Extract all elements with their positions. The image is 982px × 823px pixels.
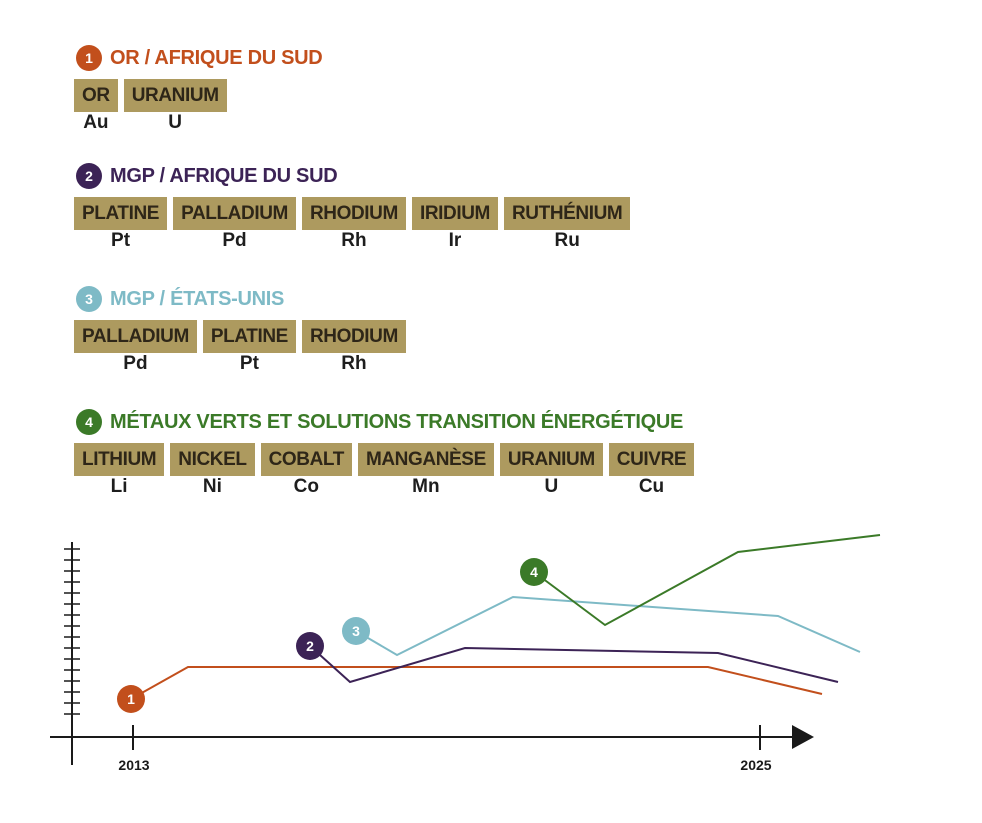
axis-arrow [792, 725, 814, 749]
line-badge: 2 [296, 632, 324, 660]
metal: URANIUM U [499, 443, 603, 498]
metal-symbol: U [544, 476, 559, 497]
section-badge: 2 [76, 163, 102, 189]
metal-name: LITHIUM [74, 443, 165, 476]
metal-symbol: U [168, 112, 183, 133]
badge-number: 4 [530, 564, 538, 580]
metal: NICKEL Ni [170, 443, 255, 498]
badge-number: 2 [306, 638, 314, 654]
metal: RHODIUM Rh [301, 320, 406, 375]
metal: LITHIUM Li [74, 443, 165, 498]
metal: URANIUM U [123, 79, 227, 134]
section-header: 4 MÉTAUX VERTS ET SOLUTIONS TRANSITION ÉN… [74, 408, 694, 436]
metal-name: PLATINE [202, 320, 296, 353]
metal-symbol: Pd [222, 230, 247, 251]
metal-symbol: Pd [123, 353, 148, 374]
metal-name: MANGANÈSE [357, 443, 494, 476]
x-label: 2013 [118, 757, 149, 773]
metal-name: RHODIUM [301, 320, 406, 353]
metal-symbol: Ir [448, 230, 462, 251]
metal-symbol: Pt [111, 230, 131, 251]
metal-name: RUTHÉNIUM [503, 197, 631, 230]
metal: PLATINE Pt [74, 197, 168, 252]
badge-number: 1 [127, 691, 135, 707]
trend-line [355, 595, 861, 657]
section-badge: 1 [76, 45, 102, 71]
metal: COBALT Co [260, 443, 352, 498]
metal-row: PLATINE Pt PALLADIUM Pd RHODIUM Rh IRIDIUM Ir RU… [74, 197, 631, 252]
metal-symbol: Co [293, 476, 319, 497]
section-header: 1 OR / AFRIQUE DU SUD [74, 44, 323, 72]
metal-row: LITHIUM Li NICKEL Ni COBALT Co MANGANÈSE Mn URAN… [74, 443, 695, 498]
metal-name: PALLADIUM [173, 197, 296, 230]
metal-name: IRIDIUM [411, 197, 498, 230]
metal-symbol: Ru [554, 230, 580, 251]
metal: PALLADIUM Pd [173, 197, 296, 252]
section-header: 2 MGP / AFRIQUE DU SUD [74, 162, 630, 190]
metal-symbol: Ni [202, 476, 222, 497]
metal-name: URANIUM [123, 79, 227, 112]
metal-symbol: Li [110, 476, 128, 497]
section-badge: 3 [76, 286, 102, 312]
badge-number: 3 [352, 623, 360, 639]
section-title: MGP / ÉTATS-UNIS [110, 287, 285, 310]
metal-name: PLATINE [74, 197, 168, 230]
axes [50, 542, 800, 765]
section-title: OR / AFRIQUE DU SUD [110, 46, 323, 69]
metal-name: NICKEL [170, 443, 255, 476]
section-header: 3 MGP / ÉTATS-UNIS [74, 285, 406, 313]
line-badge: 3 [342, 617, 370, 645]
metal-symbol: Rh [341, 230, 367, 251]
metal-name: URANIUM [499, 443, 603, 476]
metal-row: PALLADIUM Pd PLATINE Pt RHODIUM Rh [74, 320, 406, 375]
metal: IRIDIUM Ir [411, 197, 498, 252]
metal-name: RHODIUM [301, 197, 406, 230]
metal: OR Au [74, 79, 118, 134]
metal-row: OR Au URANIUM U [74, 79, 322, 134]
metal-symbol: Au [83, 112, 109, 133]
section-badge: 4 [76, 409, 102, 435]
metal-name: COBALT [260, 443, 352, 476]
metal-symbol: Pt [239, 353, 259, 374]
metal-name: PALLADIUM [74, 320, 197, 353]
trend-line [533, 534, 881, 627]
line-badge: 1 [117, 685, 145, 713]
metal-symbol: Mn [412, 476, 440, 497]
section-title: MÉTAUX VERTS ET SOLUTIONS TRANSITION ÉNE… [110, 410, 684, 433]
section: 2 MGP / AFRIQUE DU SUD PLATINE Pt PALLADIUM P… [74, 162, 631, 252]
metal-name: OR [74, 79, 118, 112]
metal-name: CUIVRE [608, 443, 695, 476]
trend-line [309, 645, 839, 684]
metal: PLATINE Pt [202, 320, 296, 375]
line-badge: 4 [520, 558, 548, 586]
section: 1 OR / AFRIQUE DU SUD OR Au URANIUM U [74, 44, 323, 134]
section: 3 MGP / ÉTATS-UNIS PALLADIUM Pd PLATINE Pt RHO… [74, 285, 406, 375]
metal: RHODIUM Rh [301, 197, 406, 252]
x-label: 2025 [740, 757, 771, 773]
section-title: MGP / AFRIQUE DU SUD [110, 164, 338, 187]
trend-line [130, 666, 823, 700]
metal: CUIVRE Cu [608, 443, 695, 498]
metal-symbol: Rh [341, 353, 367, 374]
metal: RUTHÉNIUM Ru [503, 197, 631, 252]
metal: MANGANÈSE Mn [357, 443, 494, 498]
section: 4 MÉTAUX VERTS ET SOLUTIONS TRANSITION ÉN… [74, 408, 695, 498]
metal-symbol: Cu [638, 476, 665, 497]
metal: PALLADIUM Pd [74, 320, 197, 375]
